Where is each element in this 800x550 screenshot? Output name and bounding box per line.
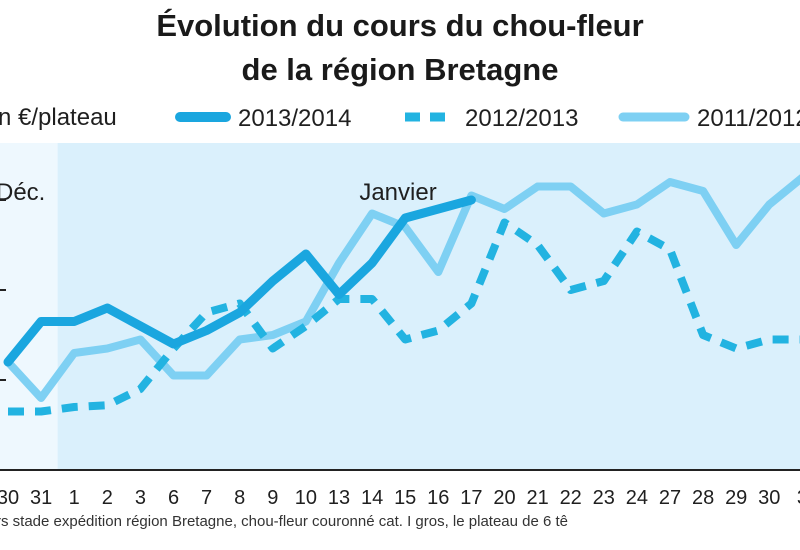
plot-background bbox=[0, 143, 800, 470]
x-tick-label: 6 bbox=[168, 487, 179, 509]
x-tick-label: 30 bbox=[0, 487, 19, 509]
x-tick-label: 15 bbox=[394, 487, 416, 509]
x-tick-label: 14 bbox=[361, 487, 383, 509]
legend-label-2012-2013: 2012/2013 bbox=[465, 105, 578, 132]
period-label-december: Déc. bbox=[0, 179, 45, 206]
x-tick-label: 21 bbox=[526, 487, 548, 509]
unit-label: n €/plateau bbox=[0, 104, 117, 131]
x-tick-label: 17 bbox=[460, 487, 482, 509]
legend-label-2013-2014: 2013/2014 bbox=[238, 105, 351, 132]
x-tick-label: 22 bbox=[560, 487, 582, 509]
x-tick-label: 10 bbox=[295, 487, 317, 509]
x-tick-label: 23 bbox=[593, 487, 615, 509]
chart-title-line-2: de la région Bretagne bbox=[241, 52, 559, 87]
x-tick-label: 24 bbox=[626, 487, 648, 509]
x-tick-label: 30 bbox=[758, 487, 780, 509]
x-tick-label: 3 bbox=[797, 487, 800, 509]
series-line-2011-2012 bbox=[4, 174, 800, 402]
x-tick-label: 27 bbox=[659, 487, 681, 509]
chart-title: Évolution du cours du chou-fleur de la r… bbox=[0, 4, 800, 92]
x-tick-label: 29 bbox=[725, 487, 747, 509]
x-tick-label: 20 bbox=[493, 487, 515, 509]
series-line-2012-2013 bbox=[8, 218, 800, 416]
x-tick-label: 8 bbox=[234, 487, 245, 509]
x-tick-label: 31 bbox=[30, 487, 52, 509]
legend-label-2011-2012: 2011/2012 bbox=[697, 105, 800, 132]
x-tick-label: 3 bbox=[135, 487, 146, 509]
chart-footnote: rs stade expédition région Bretagne, cho… bbox=[0, 513, 569, 530]
x-tick-label: 1 bbox=[69, 487, 80, 509]
x-tick-label: 9 bbox=[267, 487, 278, 509]
period-label-january: Janvier bbox=[359, 179, 436, 206]
x-tick-label: 28 bbox=[692, 487, 714, 509]
x-tick-label: 13 bbox=[328, 487, 350, 509]
series-line-2013-2014 bbox=[3, 195, 476, 367]
x-tick-label: 16 bbox=[427, 487, 449, 509]
x-tick-label: 2 bbox=[102, 487, 113, 509]
x-tick-label: 7 bbox=[201, 487, 212, 509]
chart-title-line-1: Évolution du cours du chou-fleur bbox=[156, 8, 644, 43]
